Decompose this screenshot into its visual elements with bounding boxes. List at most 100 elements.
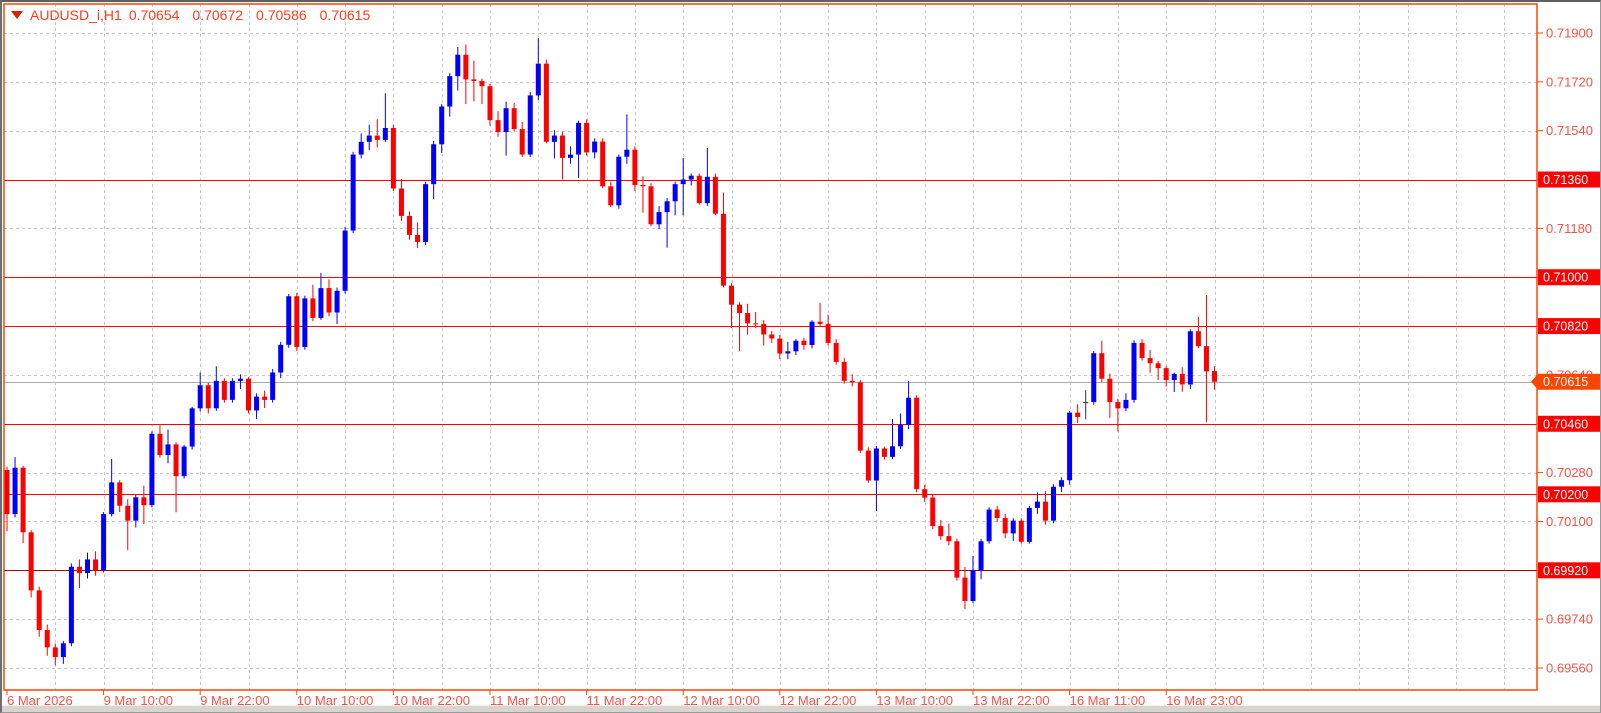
candle-body: [390, 127, 396, 189]
x-axis-label: 12 Mar 10:00: [683, 693, 760, 708]
candle-body: [898, 424, 904, 447]
y-axis-label: 0.71540: [1546, 123, 1593, 138]
candle-body: [1212, 371, 1217, 382]
candle-body: [294, 296, 300, 347]
candle-body: [817, 321, 823, 324]
candle-body: [374, 135, 380, 140]
candle-body: [970, 570, 976, 601]
candle-body: [672, 184, 678, 202]
candle-body: [109, 482, 115, 515]
candle-body: [1075, 412, 1081, 417]
x-axis-label: 9 Mar 10:00: [104, 693, 173, 708]
candle-body: [729, 285, 734, 305]
candle-body: [278, 344, 284, 373]
candle-body: [1067, 412, 1073, 481]
candle-body: [873, 448, 879, 481]
ohlc-high-value: 0.70672: [192, 7, 244, 23]
candle-body: [568, 154, 573, 158]
candle-body: [44, 630, 50, 648]
candle-body: [117, 482, 123, 506]
x-axis-label: 13 Mar 10:00: [876, 693, 953, 708]
candle-body: [1187, 331, 1193, 385]
candle-body: [101, 514, 107, 571]
ohlc-close-value: 0.70615: [319, 7, 371, 23]
candle-body: [632, 149, 638, 185]
candle-body: [1083, 402, 1089, 404]
candle-body: [423, 184, 429, 242]
candle-body: [527, 95, 533, 155]
candle-body: [1051, 486, 1056, 521]
candle-body: [793, 340, 799, 352]
candle-body: [865, 450, 871, 481]
candle-body: [994, 509, 1000, 518]
candle-body: [237, 378, 243, 381]
candle-body: [938, 526, 944, 537]
candle-body: [978, 541, 984, 571]
window-edge: [2, 705, 1600, 712]
candle-body: [358, 141, 364, 155]
symbol-dropdown-triangle-icon[interactable]: [11, 11, 23, 19]
candle-body: [93, 559, 99, 571]
candle-body: [809, 321, 815, 346]
candle-body: [592, 141, 598, 153]
candle-body: [712, 176, 718, 214]
candle-body: [60, 643, 66, 658]
x-axis-label: 12 Mar 22:00: [780, 693, 857, 708]
x-axis-label: 16 Mar 23:00: [1166, 693, 1243, 708]
candle-body: [584, 122, 590, 153]
price-level-badge: 0.71360: [1543, 173, 1588, 187]
candle-body: [189, 408, 195, 447]
candle-body: [246, 378, 251, 411]
candle-body: [608, 186, 614, 206]
candle-body: [849, 380, 855, 383]
x-axis-label: 10 Mar 22:00: [393, 693, 470, 708]
price-level-badge: 0.70820: [1543, 320, 1588, 334]
candle-body: [543, 63, 549, 142]
candle-body: [914, 397, 920, 490]
price-level-badge-bg: [1538, 562, 1600, 579]
candle-body: [640, 184, 646, 187]
chart-border: [3, 3, 1538, 691]
candle-body: [326, 288, 332, 313]
candle-body: [173, 444, 179, 477]
candle-body: [1018, 520, 1024, 542]
candle-body: [648, 186, 654, 225]
candle-body: [1115, 402, 1121, 409]
candle-body: [28, 532, 34, 591]
candle-body: [254, 396, 260, 411]
candle-body: [688, 175, 694, 180]
candle-body: [350, 154, 356, 231]
candle-body: [1131, 342, 1137, 400]
candle-body: [954, 541, 960, 578]
candle-body: [841, 361, 847, 381]
candle-body: [1195, 331, 1201, 347]
candle-body: [881, 448, 887, 457]
y-axis-label: 0.69740: [1546, 612, 1593, 627]
candle-body: [1091, 353, 1097, 403]
candle-body: [1163, 368, 1169, 381]
candle-body: [906, 397, 912, 425]
candle-body: [221, 380, 227, 400]
candle-body: [656, 212, 662, 225]
price-level-badge-bg: [1538, 486, 1600, 503]
candle-body: [1002, 517, 1008, 534]
candle-body: [745, 313, 751, 324]
candle-body: [616, 156, 622, 206]
candle-body: [535, 63, 541, 96]
candle-body: [576, 122, 582, 155]
candle-body: [157, 433, 163, 455]
price-level-badge: 0.71000: [1543, 271, 1588, 285]
candle-body: [342, 230, 348, 291]
x-axis-label: 11 Mar 10:00: [490, 693, 566, 708]
candle-body: [334, 290, 340, 313]
candle-body: [761, 323, 767, 335]
candle-body: [890, 446, 895, 457]
candle-body: [213, 380, 219, 409]
candle-body: [946, 536, 952, 542]
price-level-badge-bg: [1538, 269, 1600, 286]
candle-body: [1203, 346, 1209, 372]
y-axis-label: 0.69560: [1546, 661, 1593, 676]
candle-body: [1034, 501, 1040, 508]
candle-body: [125, 505, 131, 521]
